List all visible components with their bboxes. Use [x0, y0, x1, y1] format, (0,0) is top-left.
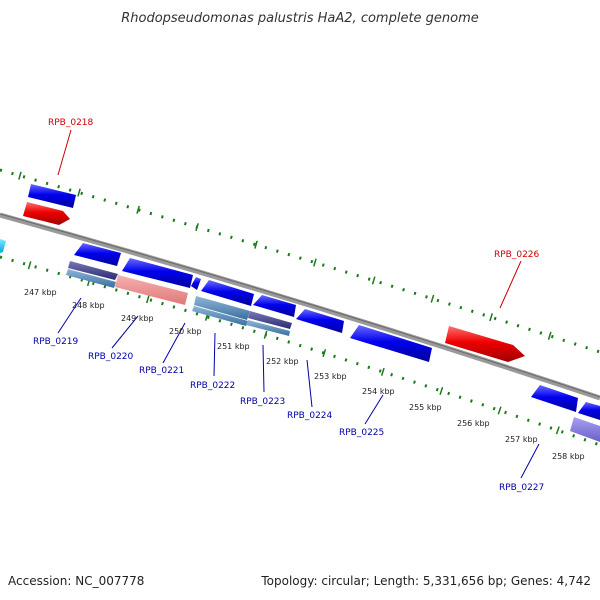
gene-block-rpb-0219 — [68, 261, 118, 280]
tick-label: 255 kbp — [409, 403, 442, 412]
gene-arrow-forward — [28, 184, 76, 208]
gene-label: RPB_0219 — [33, 337, 79, 347]
tick-label: 248 kbp — [72, 301, 105, 310]
gene-arrow-rpb-0218 — [23, 202, 70, 225]
gc-track-inner — [0, 255, 600, 447]
gene-arrow-rpb-0221 — [201, 280, 254, 306]
accession-text: Accession: NC_007778 — [8, 574, 145, 588]
gene-block-rpb-0223-b — [246, 320, 290, 336]
gene-arrow-rpb-0223 — [253, 295, 296, 317]
tick-label: 258 kbp — [552, 452, 585, 461]
gene-arrow-cyan — [0, 239, 6, 253]
gene-label: RPB_0225 — [339, 428, 384, 438]
tick-label: 251 kbp — [217, 342, 250, 351]
gene-arrow-rpb-0225 — [350, 325, 432, 362]
gene-block-rpb-0219-b — [66, 269, 116, 288]
map-title: Rhodopseudomonas palustris HaA2, complet… — [121, 11, 479, 26]
gene-arrow-small — [191, 277, 201, 290]
genome-backbone — [0, 212, 600, 401]
gene-block-rpb-0222 — [194, 296, 250, 320]
gene-arrow-edge — [578, 402, 600, 420]
tick-label: 247 kbp — [24, 288, 57, 297]
gene-arrow-rpb-0226 — [445, 326, 525, 362]
gene-label: RPB_0218 — [48, 118, 94, 128]
gene-arrow-rpb-0227 — [531, 385, 578, 412]
gene-arrow-rpb-0224 — [296, 309, 344, 333]
gene-label: RPB_0223 — [240, 397, 285, 407]
gc-track-outer-peaks — [0, 166, 600, 356]
gene-arrow-rpb-0220 — [122, 258, 193, 288]
genome-backbone-edge — [0, 213, 600, 398]
gc-track-outer — [0, 168, 600, 354]
gene-label: RPB_0226 — [494, 250, 540, 260]
tick-label: 250 kbp — [169, 327, 202, 336]
label-leaders — [57, 129, 540, 479]
tick-label: 256 kbp — [457, 419, 490, 428]
gene-label: RPB_0224 — [287, 411, 333, 421]
tick-label: 249 kbp — [121, 314, 154, 323]
gene-label: RPB_0222 — [190, 381, 235, 391]
gene-label: RPB_0220 — [88, 352, 134, 362]
gene-block-rpb-0222-b — [192, 306, 248, 326]
gene-block-rpb-0227 — [570, 417, 600, 442]
gene-arrow-reverse — [74, 243, 121, 266]
gene-label: RPB_0227 — [499, 483, 544, 493]
genome-summary-text: Topology: circular; Length: 5,331,656 bp… — [261, 574, 591, 588]
gene-block-rpb-0223 — [248, 311, 292, 329]
tick-label: 257 kbp — [505, 435, 538, 444]
gene-block-rpb-0220 — [115, 275, 188, 305]
tick-label: 254 kbp — [362, 387, 395, 396]
gene-label: RPB_0221 — [139, 366, 184, 376]
tick-label: 252 kbp — [266, 357, 299, 366]
tick-label: 253 kbp — [314, 372, 347, 381]
